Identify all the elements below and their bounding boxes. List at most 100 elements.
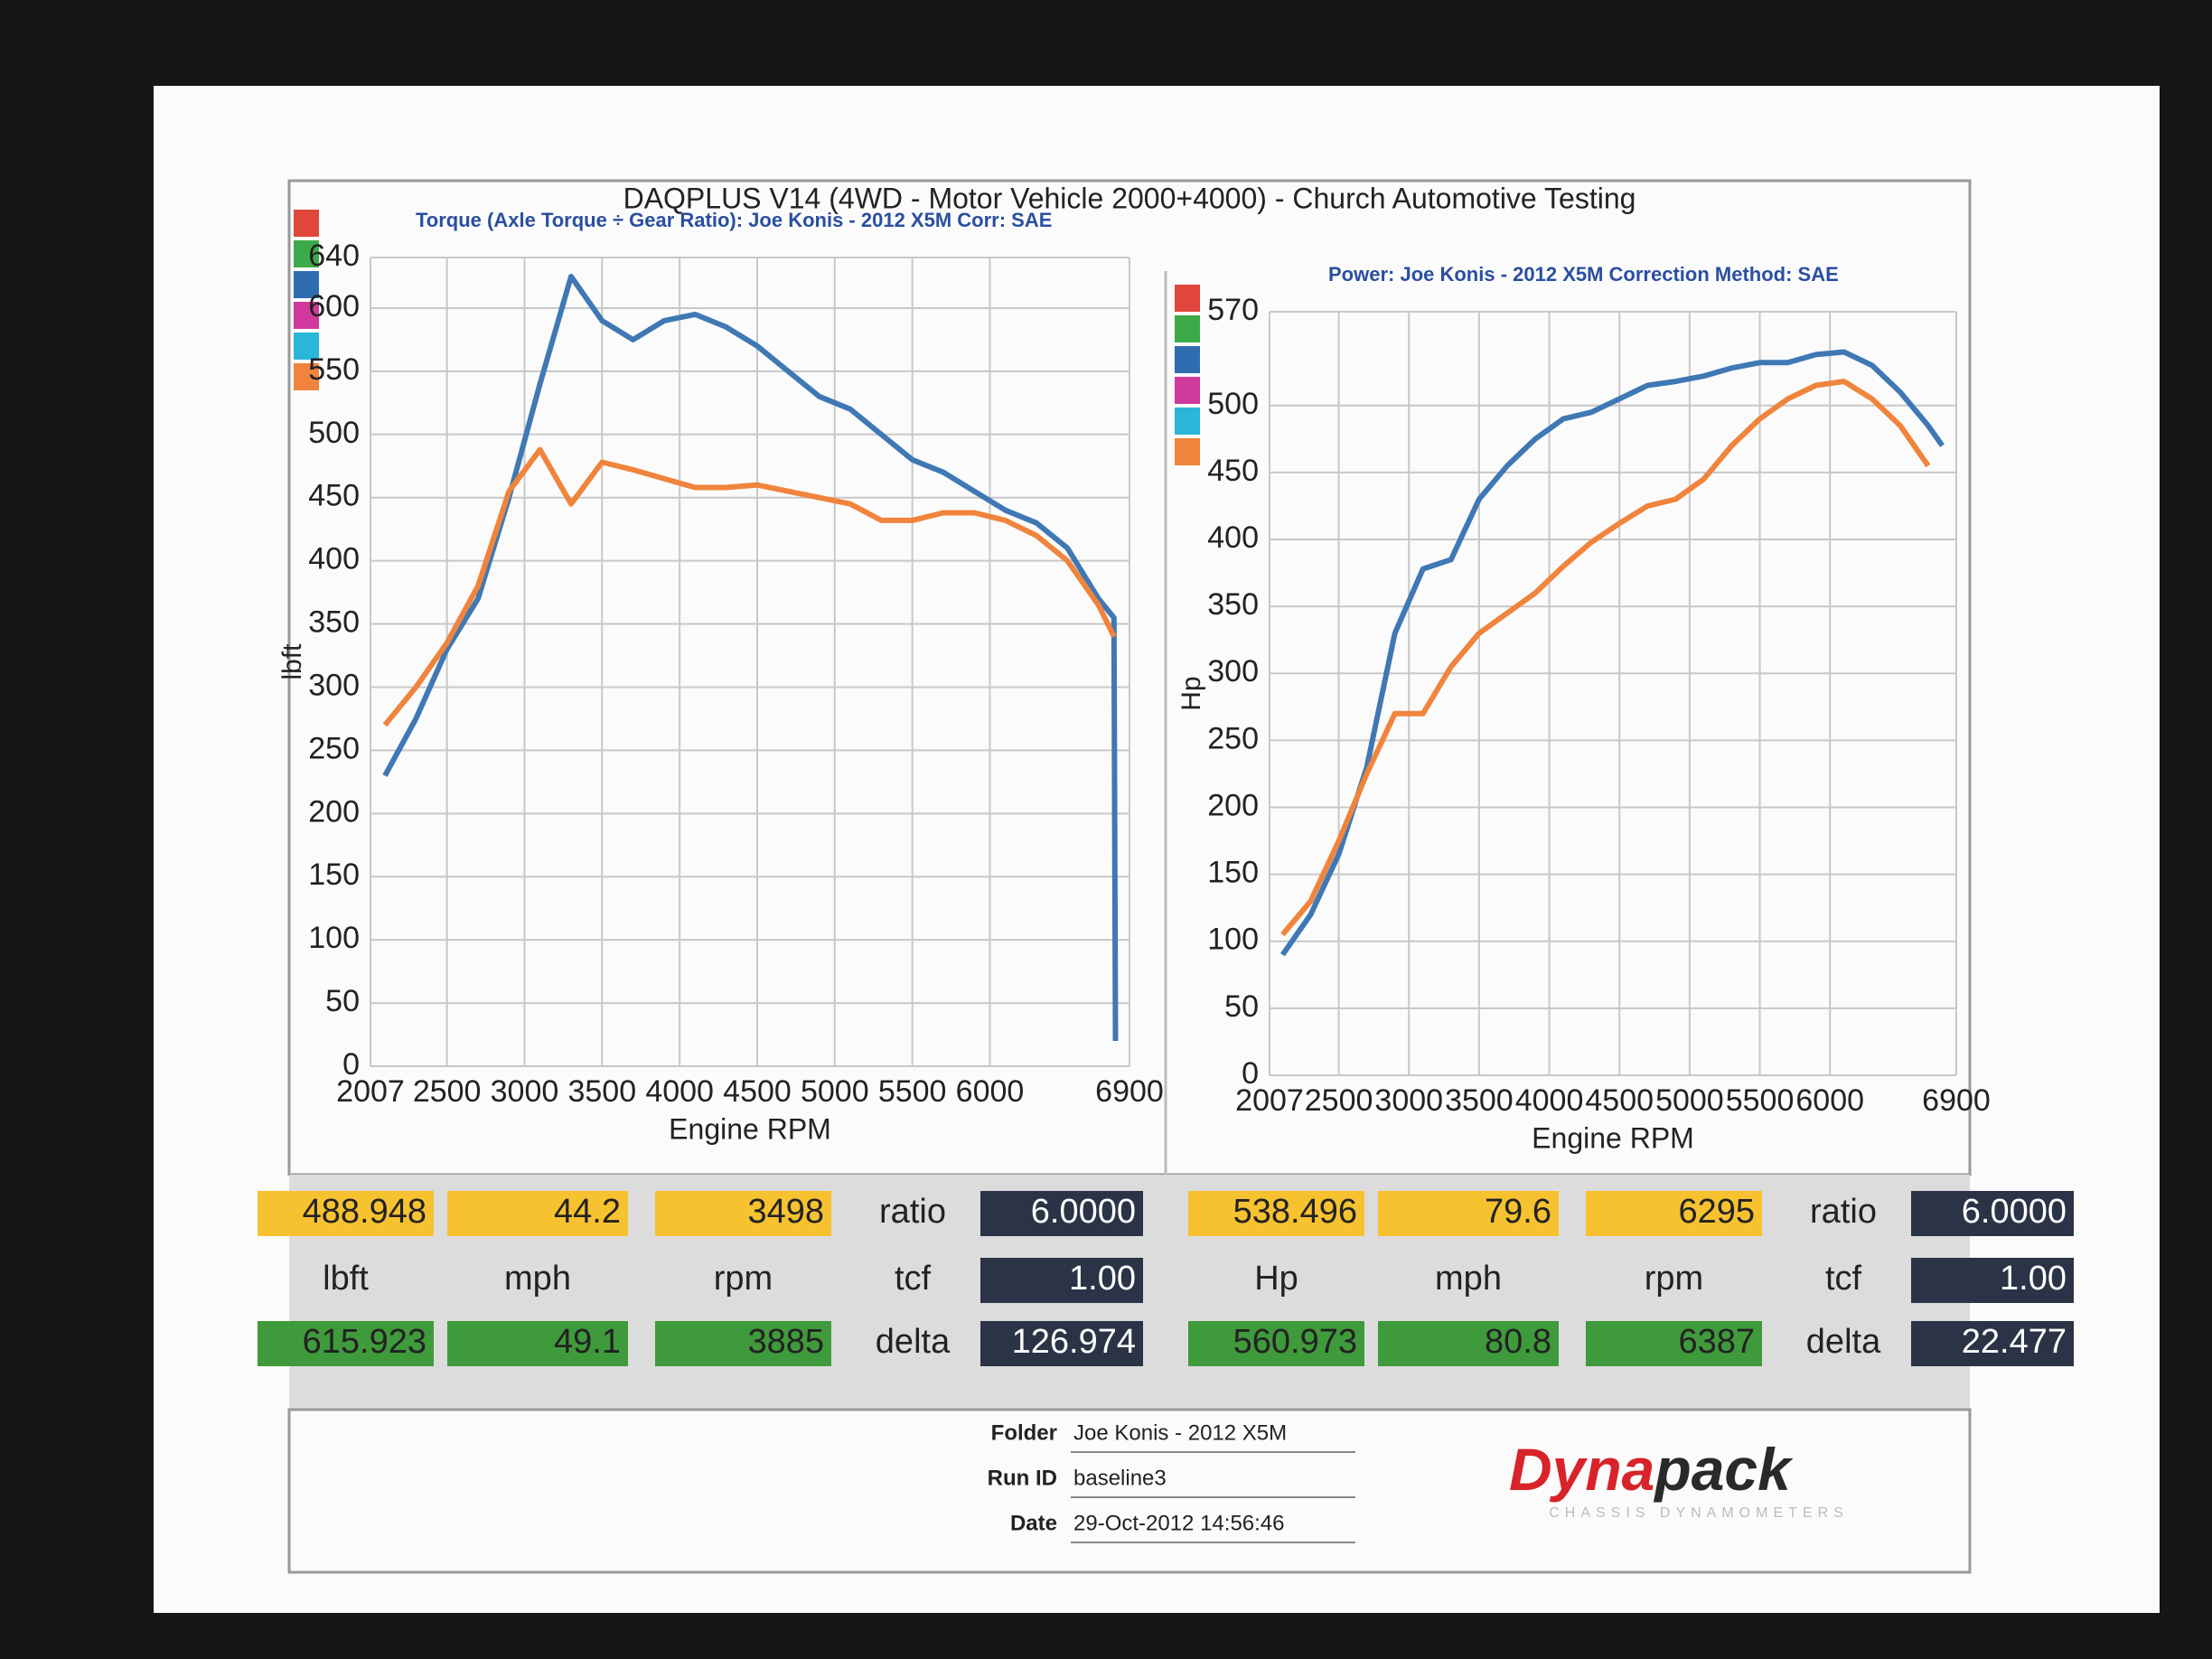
logo-part: pack	[1653, 1436, 1794, 1503]
readout-value: 79.6	[1485, 1193, 1551, 1231]
y-tick-label: 200	[1207, 788, 1259, 822]
swatch	[294, 271, 319, 298]
footer-label: Date	[1010, 1511, 1057, 1535]
x-tick-label: 6900	[1095, 1074, 1164, 1109]
y-tick-label: 640	[308, 239, 360, 273]
y-tick-label: 200	[308, 794, 360, 829]
readout-value: 6387	[1678, 1323, 1755, 1361]
y-tick-label: 350	[308, 605, 360, 640]
readout-label: delta	[1806, 1323, 1881, 1361]
swatch	[294, 363, 319, 390]
series-line	[382, 274, 1119, 1042]
readout-value: 560.973	[1233, 1323, 1357, 1361]
readout-box	[447, 1191, 628, 1236]
y-tick-label: 500	[1207, 387, 1259, 421]
swatch	[294, 302, 319, 329]
y-tick-label: 50	[325, 984, 360, 1018]
y-tick-label: 150	[308, 858, 360, 892]
page-title: DAQPLUS V14 (4WD - Motor Vehicle 2000+40…	[623, 182, 1636, 214]
chart-subtitle: Torque (Axle Torque ÷ Gear Ratio): Joe K…	[416, 209, 1052, 231]
x-tick-label: 4000	[1515, 1083, 1584, 1118]
readout-label: delta	[876, 1323, 951, 1361]
readout-box	[258, 1191, 434, 1236]
readout-value: 1.00	[2000, 1260, 2067, 1298]
readout-label: ratio	[879, 1193, 946, 1231]
chart-subtitle: Power: Joe Konis - 2012 X5M Correction M…	[1328, 263, 1839, 286]
readout-label: tcf	[1825, 1260, 1862, 1298]
readout-box	[447, 1321, 628, 1366]
readout-value: 1.00	[1069, 1260, 1136, 1298]
swatch	[1175, 315, 1200, 342]
series-line	[1280, 379, 1931, 937]
readout-box	[1378, 1321, 1559, 1366]
x-tick-label: 2500	[413, 1074, 482, 1109]
readout-value: 80.8	[1485, 1323, 1551, 1361]
readout-box	[1378, 1191, 1559, 1236]
x-tick-label: 5000	[1655, 1083, 1724, 1118]
readout-unit: rpm	[714, 1260, 773, 1298]
readout-value: 6.0000	[1962, 1193, 2067, 1231]
series-line	[382, 446, 1117, 727]
y-tick-label: 400	[1207, 520, 1259, 555]
x-tick-label: 4500	[1585, 1083, 1654, 1118]
readout-box	[655, 1321, 831, 1366]
logo: Dynapack	[1509, 1436, 1794, 1503]
y-tick-label: 350	[1207, 587, 1259, 622]
y-tick-label: 100	[308, 921, 360, 955]
readout-unit: lbft	[323, 1260, 369, 1298]
swatch	[1175, 377, 1200, 404]
readout-box	[655, 1191, 831, 1236]
swatch	[294, 333, 319, 360]
y-tick-label: 400	[308, 542, 360, 576]
x-tick-label: 3500	[567, 1074, 636, 1109]
y-tick-label: 450	[1207, 454, 1259, 488]
readout-value: 3885	[747, 1323, 824, 1361]
readout-label: ratio	[1810, 1193, 1877, 1231]
y-tick-label: 250	[308, 731, 360, 765]
footer-value: baseline3	[1073, 1466, 1167, 1490]
readout-value: 6.0000	[1031, 1193, 1136, 1231]
readout-box	[1188, 1191, 1364, 1236]
readout-value: 615.923	[303, 1323, 426, 1361]
y-tick-label: 100	[1207, 923, 1259, 957]
readout-box	[1586, 1321, 1762, 1366]
readout-value: 3498	[747, 1193, 824, 1231]
y-tick-label: 450	[308, 479, 360, 513]
x-tick-label: 3000	[491, 1074, 559, 1109]
y-tick-label: 570	[1207, 293, 1259, 327]
readout-unit: Hp	[1254, 1260, 1298, 1298]
y-tick-label: 500	[308, 416, 360, 450]
x-tick-label: 2007	[1235, 1083, 1304, 1118]
y-tick-label: 300	[1207, 654, 1259, 689]
readout-box	[258, 1321, 434, 1366]
swatch	[294, 240, 319, 267]
readout-box	[1911, 1258, 2074, 1303]
x-tick-label: 3000	[1374, 1083, 1443, 1118]
logo-part: Dyna	[1509, 1436, 1654, 1503]
y-axis-label: Hp	[1176, 676, 1206, 710]
readout-unit: mph	[504, 1260, 571, 1298]
footer-frame	[287, 1408, 1972, 1574]
readout-box	[1586, 1191, 1762, 1236]
y-tick-label: 550	[308, 352, 360, 387]
x-axis-label: Engine RPM	[669, 1112, 831, 1145]
readout-label: tcf	[895, 1260, 932, 1298]
readout-value: 126.974	[1012, 1323, 1136, 1361]
swatch	[1175, 408, 1200, 435]
swatch	[1175, 438, 1200, 465]
footer-value: Joe Konis - 2012 X5M	[1073, 1420, 1287, 1445]
series-line	[1279, 349, 1945, 957]
x-tick-label: 5500	[878, 1074, 947, 1109]
y-axis-label: lbft	[277, 643, 307, 680]
readout-box	[980, 1321, 1143, 1366]
footer-label: Folder	[991, 1420, 1057, 1445]
readout-value: 6295	[1678, 1193, 1755, 1231]
x-axis-label: Engine RPM	[1532, 1121, 1694, 1154]
readout-value: 44.2	[554, 1193, 621, 1231]
y-tick-label: 600	[308, 289, 360, 323]
readout-box	[980, 1191, 1143, 1236]
x-tick-label: 5500	[1726, 1083, 1795, 1118]
readout-value: 49.1	[554, 1323, 621, 1361]
y-tick-label: 50	[1224, 989, 1259, 1024]
